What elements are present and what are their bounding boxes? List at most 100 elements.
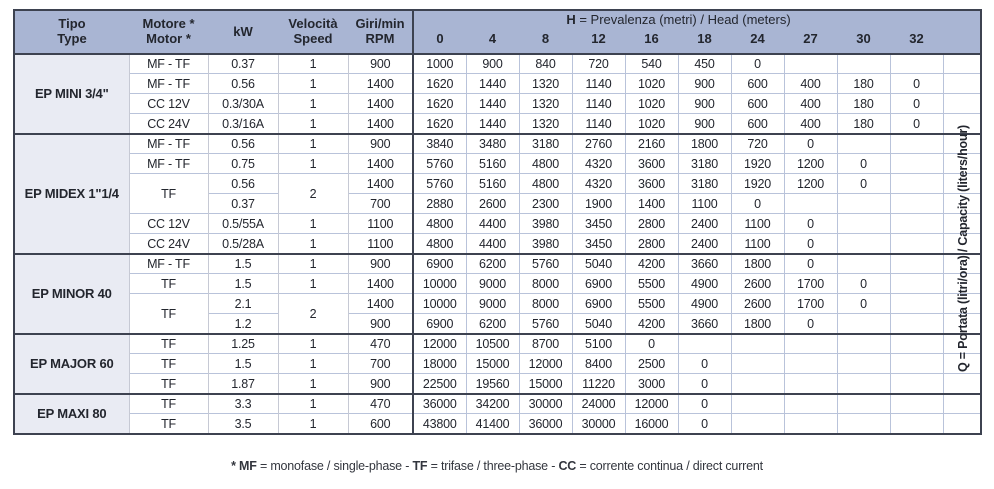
strip-cell	[942, 373, 982, 394]
data-cell: 4900	[677, 293, 731, 314]
col-header-tipo-it: Tipo	[58, 16, 86, 32]
data-cell: 4800	[412, 213, 466, 234]
data-cell	[730, 413, 784, 434]
speed-cell: 1	[277, 252, 348, 274]
data-cell: 2400	[677, 233, 731, 254]
data-cell: 1800	[730, 252, 784, 274]
motor-cell: TF	[128, 373, 208, 394]
data-cell: 400	[783, 73, 837, 94]
rpm-cell: 470	[347, 332, 413, 354]
pump-spec-table: Tipo Type Motore * Motor * kW Velocità S…	[13, 9, 983, 435]
data-cell: 1020	[624, 93, 678, 114]
data-cell: 3000	[624, 373, 678, 394]
kw-cell: 0.56	[207, 132, 278, 154]
data-cell: 600	[730, 113, 784, 134]
data-cell: 600	[730, 93, 784, 114]
data-cell: 5100	[571, 332, 625, 354]
data-cell: 6900	[571, 293, 625, 314]
head-value-0: 0	[412, 29, 466, 54]
data-cell: 1620	[412, 113, 466, 134]
data-cell: 720	[730, 132, 784, 154]
data-cell	[836, 233, 890, 254]
data-cell	[889, 373, 944, 394]
data-cell	[783, 392, 837, 414]
data-cell: 9000	[465, 273, 519, 294]
footnote-segment: = corrente continua / direct current	[576, 459, 763, 473]
data-cell: 10500	[465, 332, 519, 354]
speed-cell: 1	[277, 132, 348, 154]
data-cell	[783, 52, 837, 74]
strip-cell	[942, 113, 982, 134]
data-cell	[836, 313, 890, 334]
data-cell: 30000	[518, 392, 572, 414]
data-cell: 450	[677, 52, 731, 74]
pump-spec-table-wrap: Tipo Type Motore * Motor * kW Velocità S…	[13, 9, 983, 435]
motor-cell: TF	[128, 273, 208, 294]
data-cell	[783, 353, 837, 374]
motor-cell: TF	[128, 332, 208, 354]
data-cell: 12000	[412, 332, 466, 354]
strip-cell	[942, 193, 982, 214]
kw-cell: 1.87	[207, 373, 278, 394]
data-cell: 2160	[624, 132, 678, 154]
kw-cell: 2.1	[207, 293, 278, 314]
table-row: MF - TF 0.56 1 1400 1620 1440 1320 1140 1020 900 6…	[14, 73, 982, 94]
data-cell: 16000	[624, 413, 678, 434]
motor-cell: MF - TF	[128, 52, 208, 74]
speed-cell: 1	[277, 52, 348, 74]
data-cell: 11220	[571, 373, 625, 394]
data-cell	[783, 373, 837, 394]
data-cell: 4320	[571, 173, 625, 194]
data-cell: 0	[836, 173, 890, 194]
strip-cell	[942, 392, 982, 414]
data-cell	[730, 353, 784, 374]
rpm-cell: 1400	[347, 113, 413, 134]
data-cell: 1140	[571, 113, 625, 134]
data-cell	[889, 153, 944, 174]
data-cell	[677, 332, 731, 354]
data-cell: 1320	[518, 113, 572, 134]
data-cell: 1020	[624, 73, 678, 94]
data-cell: 2500	[624, 353, 678, 374]
table-row: MF - TF 0.75 1 1400 5760 5160 4800 4320 3600 3180…	[14, 153, 982, 174]
head-value-32: 32	[890, 29, 944, 54]
kw-cell: 1.5	[207, 273, 278, 294]
table-row: 0.37 700 2880 2600 2300 1900 1400 1100 0	[14, 193, 982, 214]
data-cell: 2600	[730, 293, 784, 314]
data-cell: 8000	[518, 293, 572, 314]
data-cell: 1620	[412, 73, 466, 94]
data-cell	[836, 392, 890, 414]
rpm-cell: 1400	[347, 273, 413, 294]
data-cell: 0	[783, 313, 837, 334]
data-cell: 5760	[518, 313, 572, 334]
footnote-segment: * MF	[231, 459, 257, 473]
data-cell: 3450	[571, 233, 625, 254]
data-cell: 900	[465, 52, 519, 74]
data-cell	[836, 52, 890, 74]
data-cell: 0	[889, 73, 944, 94]
col-header-speed-it: Velocità	[288, 16, 338, 32]
data-cell: 1440	[465, 113, 519, 134]
data-cell: 3180	[677, 173, 731, 194]
rpm-cell: 1400	[347, 293, 413, 314]
data-cell: 3600	[624, 153, 678, 174]
col-header-kw: kW	[208, 10, 278, 54]
speed-cell: 1	[277, 392, 348, 414]
table-row: TF 3.5 1 600 43800 41400 36000 30000 16000 0	[14, 413, 982, 434]
tipo-cell: EP MAJOR 60	[14, 332, 129, 394]
col-header-motor-it: Motore *	[142, 16, 195, 32]
data-cell: 1440	[465, 73, 519, 94]
data-cell: 0	[783, 213, 837, 234]
data-cell: 0	[889, 93, 944, 114]
data-cell: 2760	[571, 132, 625, 154]
data-cell: 4400	[465, 213, 519, 234]
col-header-motor-en: Motor *	[146, 30, 191, 46]
data-cell: 15000	[465, 353, 519, 374]
speed-cell: 1	[277, 153, 348, 174]
data-cell: 180	[836, 73, 890, 94]
data-cell	[889, 173, 944, 194]
data-cell: 1100	[677, 193, 731, 214]
data-cell	[836, 353, 890, 374]
data-cell: 43800	[412, 413, 466, 434]
data-cell: 18000	[412, 353, 466, 374]
